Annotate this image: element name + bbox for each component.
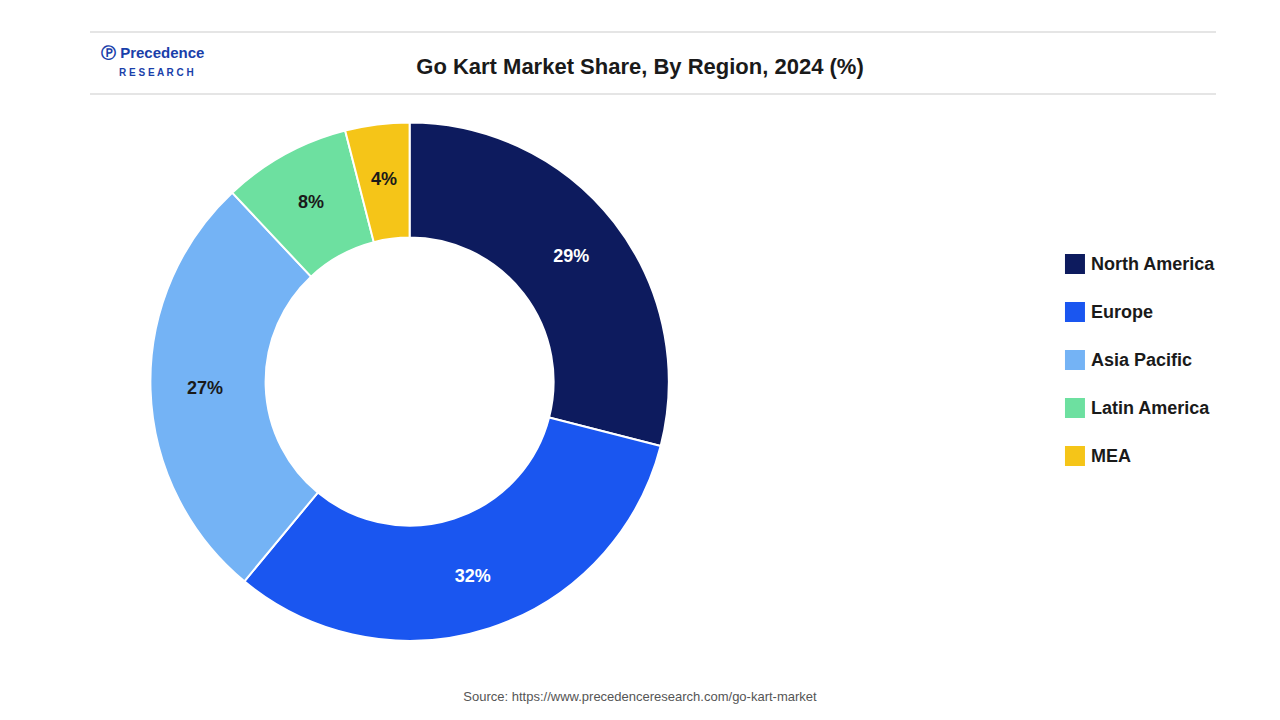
svg-text:32%: 32%	[455, 566, 491, 586]
svg-text:Source: https://www.precedence: Source: https://www.precedenceresearch.c…	[463, 689, 817, 704]
svg-text:Asia Pacific: Asia Pacific	[1091, 350, 1192, 370]
svg-text:North America: North America	[1091, 254, 1215, 274]
svg-text:4%: 4%	[371, 169, 397, 189]
svg-text:Ⓟ Precedence: Ⓟ Precedence	[101, 44, 204, 61]
svg-text:Europe: Europe	[1091, 302, 1153, 322]
svg-text:R E S E A R C H: R E S E A R C H	[119, 67, 194, 78]
svg-text:MEA: MEA	[1091, 446, 1131, 466]
svg-text:27%: 27%	[187, 378, 223, 398]
svg-text:8%: 8%	[298, 192, 324, 212]
svg-text:Latin America: Latin America	[1091, 398, 1210, 418]
svg-text:29%: 29%	[553, 246, 589, 266]
svg-text:Go Kart Market Share, By Regio: Go Kart Market Share, By Region, 2024 (%…	[416, 54, 863, 79]
